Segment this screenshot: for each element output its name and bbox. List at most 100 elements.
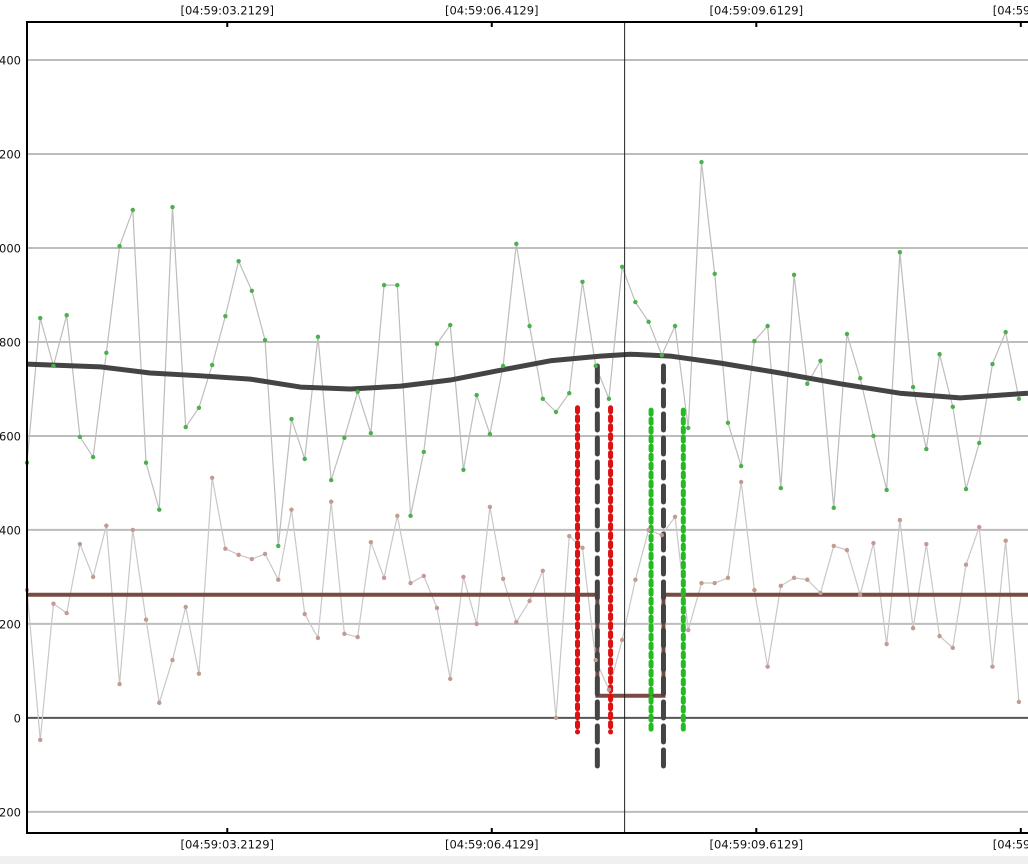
- data-point: [289, 416, 294, 422]
- data-point: [752, 587, 757, 593]
- data-point: [805, 577, 810, 582]
- data-point: [712, 271, 717, 277]
- data-point: [897, 250, 903, 255]
- data-point: [395, 513, 400, 519]
- data-point: [236, 258, 241, 264]
- data-point: [64, 313, 69, 318]
- data-point: [302, 611, 307, 617]
- data-point: [249, 288, 255, 293]
- data-point: [963, 486, 969, 492]
- x-tick-label: [04:59:03.2129]: [181, 4, 275, 18]
- data-point: [368, 430, 374, 436]
- data-point: [937, 633, 942, 639]
- data-point: [170, 204, 175, 210]
- data-point: [752, 338, 757, 344]
- plot-frame: [26, 21, 1028, 834]
- data-point: [434, 341, 440, 347]
- data-point: [183, 604, 188, 610]
- data-point: [553, 409, 559, 415]
- data-point: [527, 323, 532, 329]
- series-line: [26, 161, 1020, 546]
- status-strip: [0, 856, 1028, 864]
- data-point: [778, 485, 784, 491]
- data-point: [90, 454, 96, 460]
- data-point: [276, 543, 281, 549]
- plot: [24, 22, 1028, 833]
- data-point: [858, 592, 863, 597]
- labels: 400 200 000 800 600 400 200 0 200 [04:59:03.2129]…: [0, 4, 1028, 852]
- data-point: [64, 610, 69, 616]
- data-point: [487, 504, 493, 510]
- data-point: [157, 700, 162, 706]
- data-point: [725, 420, 731, 426]
- data-point: [448, 322, 453, 328]
- data-point: [355, 634, 360, 640]
- data-point: [117, 243, 122, 249]
- data-point: [196, 405, 202, 410]
- data-point: [408, 580, 413, 586]
- data-point: [368, 539, 374, 545]
- data-point: [143, 460, 149, 465]
- y-tick-label: 800: [0, 335, 21, 349]
- data-point: [262, 551, 268, 557]
- data-point: [858, 375, 863, 381]
- data-point: [990, 361, 995, 367]
- data-point: [276, 577, 281, 582]
- data-point: [328, 499, 334, 504]
- data-point: [593, 657, 598, 663]
- data-point: [461, 467, 466, 472]
- data-point: [791, 575, 797, 581]
- data-point: [937, 351, 942, 357]
- y-tick-label: 400: [0, 523, 21, 537]
- data-point: [950, 404, 955, 410]
- data-point: [619, 264, 625, 270]
- data-point: [897, 517, 903, 523]
- data-point: [580, 279, 585, 285]
- data-point: [884, 487, 889, 493]
- data-point: [249, 556, 255, 562]
- data-point: [104, 350, 109, 355]
- data-point: [606, 687, 612, 692]
- data-point: [818, 590, 823, 596]
- y-tick-label: 200: [0, 617, 21, 631]
- data-point: [421, 449, 426, 455]
- data-point: [130, 207, 136, 213]
- data-point: [818, 358, 823, 363]
- data-point: [196, 671, 202, 676]
- data-point: [950, 645, 955, 651]
- data-point: [514, 241, 519, 246]
- data-point: [606, 396, 612, 402]
- data-point: [104, 523, 109, 528]
- data-point: [170, 657, 175, 663]
- data-point: [51, 601, 56, 606]
- data-point: [183, 424, 188, 430]
- data-point: [328, 477, 334, 483]
- data-point: [262, 337, 268, 343]
- data-point: [474, 621, 479, 627]
- data-point: [844, 331, 850, 337]
- data-point: [633, 577, 638, 582]
- data-point: [553, 715, 559, 721]
- data-point: [90, 574, 96, 580]
- data-point: [567, 533, 572, 539]
- y-tick-label: 200: [0, 148, 21, 162]
- data-point: [500, 363, 506, 369]
- trend-line: [26, 351, 1028, 401]
- data-point: [659, 532, 665, 538]
- data-point: [1016, 699, 1022, 705]
- data-point: [77, 541, 83, 547]
- data-point: [223, 546, 228, 551]
- data-point: [765, 323, 770, 329]
- data-point: [487, 431, 493, 437]
- series-line: [26, 477, 1020, 741]
- data-point: [1003, 329, 1008, 335]
- data-point: [871, 540, 876, 546]
- data-point: [924, 446, 929, 452]
- data-point: [434, 605, 440, 611]
- data-point: [831, 505, 836, 511]
- data-point: [355, 389, 360, 394]
- y-tick-label: 0: [14, 711, 21, 725]
- data-point: [646, 527, 651, 533]
- data-point: [699, 580, 704, 586]
- data-point: [474, 392, 479, 398]
